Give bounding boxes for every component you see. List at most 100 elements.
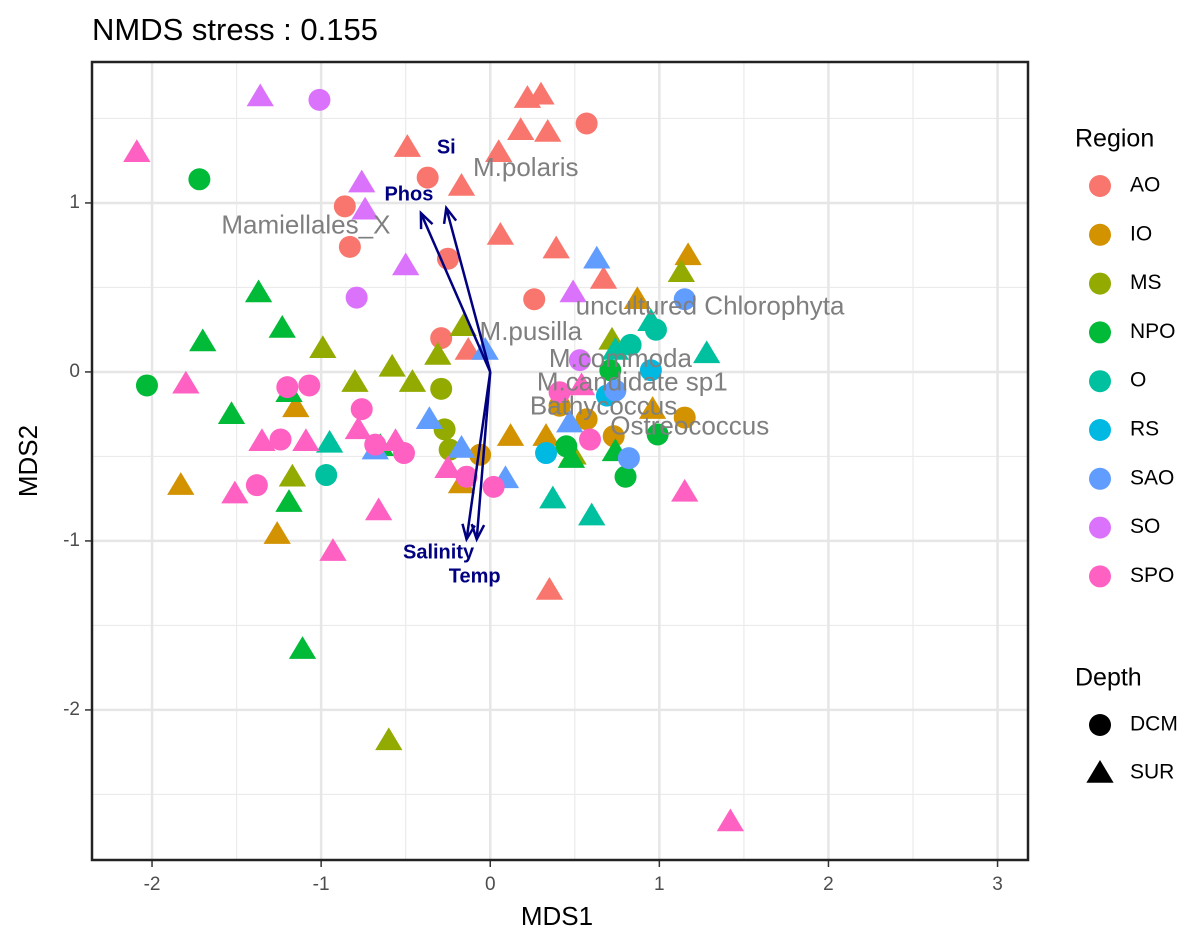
point: [575, 112, 598, 135]
point: [532, 423, 560, 446]
point: [548, 381, 571, 404]
point: [345, 286, 368, 309]
point: [539, 485, 567, 509]
point: [341, 369, 369, 392]
point: [716, 808, 745, 832]
species-label: M.commoda: [549, 343, 693, 373]
x-tick-label: 2: [823, 874, 834, 895]
point: [375, 727, 403, 751]
point: [424, 342, 452, 365]
point: [348, 169, 376, 193]
point: [308, 88, 331, 111]
point: [248, 428, 276, 451]
point: [217, 401, 246, 424]
point: [338, 235, 361, 258]
point: [278, 463, 307, 487]
point: [602, 425, 625, 448]
vector-arrow: [445, 207, 492, 373]
vector-arrow: [419, 212, 492, 373]
y-tick-label: 0: [69, 361, 80, 382]
point: [667, 259, 695, 282]
vector-arrow: [465, 371, 492, 540]
species-label: uncultured Chlorophyta: [576, 291, 845, 321]
point: [568, 349, 591, 372]
point: [486, 222, 515, 245]
point: [557, 445, 586, 468]
point: [263, 521, 291, 544]
point: [378, 353, 406, 377]
point: [523, 288, 546, 311]
arrow-head: [461, 523, 476, 543]
point: [646, 423, 669, 446]
legend-label: SPO: [1130, 564, 1174, 587]
species-label: Ostreococcus: [610, 411, 769, 441]
legend-label: AO: [1130, 174, 1160, 197]
point: [535, 442, 558, 465]
species-label: Bathycoccus: [530, 390, 677, 420]
legend-key: [1089, 419, 1111, 441]
point: [449, 313, 477, 337]
point: [638, 396, 667, 419]
legend-label: SAO: [1130, 466, 1174, 489]
chart-title: NMDS stress : 0.155: [92, 12, 378, 47]
point: [604, 379, 627, 402]
point: [415, 406, 444, 430]
point: [619, 333, 642, 356]
point: [276, 376, 299, 399]
point: [527, 81, 555, 105]
point: [575, 408, 598, 431]
point: [469, 443, 492, 466]
point: [693, 340, 721, 364]
point: [673, 406, 696, 429]
point: [673, 288, 696, 311]
point: [556, 409, 584, 433]
point: [309, 335, 337, 359]
point: [333, 195, 356, 218]
point: [583, 245, 611, 269]
legend-key: [1089, 370, 1111, 393]
point: [364, 497, 393, 521]
point: [315, 429, 344, 453]
legend-key: [1089, 565, 1111, 588]
y-tick-label: 1: [69, 192, 80, 213]
point: [269, 428, 292, 451]
legend-key: [1089, 223, 1111, 246]
point: [275, 489, 303, 512]
point: [393, 134, 422, 157]
point: [244, 279, 273, 303]
point: [535, 576, 564, 600]
point: [430, 377, 453, 400]
vector-label: Salinity: [403, 542, 475, 564]
point: [496, 423, 525, 446]
point: [447, 434, 476, 458]
point: [579, 428, 602, 451]
point: [507, 117, 535, 141]
point: [434, 455, 462, 479]
x-axis-title: MDS1: [521, 901, 593, 931]
point: [601, 336, 630, 360]
point: [416, 166, 439, 189]
legend-label: SUR: [1130, 761, 1174, 784]
x-tick-label: -2: [144, 874, 161, 895]
point: [188, 168, 211, 191]
arrow-head: [419, 210, 434, 230]
point: [485, 139, 513, 162]
legend-key: [1089, 467, 1111, 490]
legend-title: Region: [1075, 125, 1154, 153]
point: [398, 369, 427, 392]
legend-key: [1089, 272, 1111, 295]
point: [567, 372, 596, 396]
point: [671, 478, 699, 502]
legend-key: [1089, 714, 1111, 736]
x-tick-label: -1: [313, 874, 330, 895]
point: [172, 370, 200, 394]
x-tick-label: 0: [485, 874, 496, 895]
arrow-head: [470, 523, 486, 543]
point: [614, 465, 637, 488]
point: [589, 265, 618, 289]
x-tick-label: 3: [992, 874, 1003, 895]
vector-arrow: [475, 371, 492, 540]
point: [246, 83, 274, 107]
panel-border: [90, 60, 1030, 862]
